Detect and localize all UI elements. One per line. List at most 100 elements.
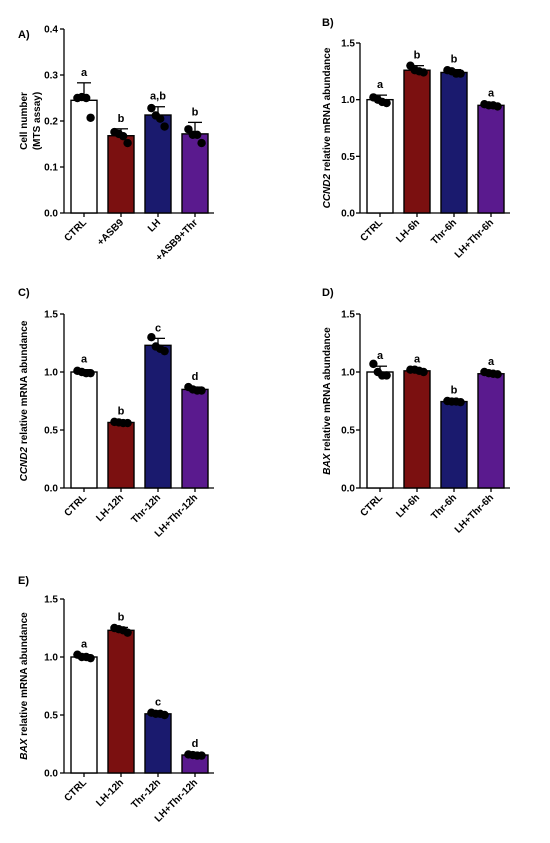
significance-letter: d [192, 738, 199, 750]
category-label: Thr-12h [129, 492, 163, 526]
significance-letter: a [377, 350, 384, 362]
y-tick-label: 1.0 [341, 368, 355, 379]
y-axis-title-gene: CCND2 [322, 174, 333, 209]
category-label: LH+Thr-6h [453, 217, 496, 260]
y-axis-title: BAX relative mRNA abundance [322, 327, 333, 475]
data-point [160, 122, 169, 131]
y-tick-label: 1.0 [44, 653, 58, 664]
y-tick-label: 0.5 [341, 152, 355, 163]
bar [144, 344, 172, 489]
significance-letter: c [155, 322, 161, 334]
y-tick-label: 0.0 [44, 484, 58, 495]
chart-panel-c: C) CCND2 relative mRNA abundance 0.0 0.5 1.0… [18, 287, 214, 540]
category-label: CTRL [62, 777, 89, 804]
y-axis-title-text: relative mRNA abundance [322, 327, 333, 454]
data-point [119, 131, 128, 141]
data-point [123, 138, 132, 148]
data-point [160, 710, 169, 720]
significance-letter: b [118, 405, 125, 417]
category-label: Thr-12h [129, 777, 163, 811]
chart-panel-b: B) CCND2 relative mRNA abundance 0.0 0.5 1.0… [322, 17, 510, 261]
data-point [369, 359, 378, 369]
significance-letter: b [451, 384, 458, 396]
data-point [382, 371, 391, 380]
y-tick-label: 0.3 [44, 71, 58, 82]
significance-letter: d [192, 371, 199, 383]
significance-letter: b [192, 106, 199, 118]
bar [144, 114, 172, 214]
bar [70, 656, 98, 774]
y-axis-title-line: (MTS assay) [32, 92, 43, 150]
y-axis-title-text: relative mRNA abundance [322, 47, 333, 174]
bar [440, 71, 468, 214]
y-axis-title-line: Cell number [19, 92, 30, 150]
panel-label: A) [18, 29, 30, 41]
y-tick-label: 1.5 [341, 39, 355, 50]
y-tick-label: 0.1 [44, 163, 58, 174]
bar [70, 371, 98, 489]
data-point [86, 113, 95, 122]
category-label: CTRL [62, 492, 89, 519]
significance-letter: a [81, 354, 88, 366]
category-label: +ASB9 [95, 217, 126, 248]
y-axis-title: CCND2 relative mRNA abundance [322, 47, 333, 208]
significance-letter: b [118, 611, 125, 623]
data-point [123, 418, 132, 428]
panel-label: B) [322, 17, 334, 29]
y-tick-label: 1.0 [44, 368, 58, 379]
y-axis-title-gene: BAX [322, 452, 333, 474]
bar [440, 400, 468, 489]
data-point [456, 397, 465, 407]
bar [107, 629, 135, 774]
data-point [456, 69, 465, 78]
bar [477, 104, 505, 214]
chart-panel-e: E) BAX relative mRNA abundance 0.0 0.5 1.0 1.… [18, 575, 214, 825]
category-label: LH [146, 217, 163, 234]
data-point [156, 114, 165, 123]
data-point [493, 370, 502, 379]
bar [107, 421, 135, 489]
significance-letter: a [81, 67, 88, 79]
category-label: CTRL [358, 492, 385, 519]
significance-letter: a [488, 356, 495, 368]
chart-panel-d: D) BAX relative mRNA abundance 0.0 0.5 1.0 1.… [322, 287, 510, 536]
data-point [197, 138, 206, 148]
bar [181, 133, 209, 214]
data-point [197, 386, 206, 395]
y-tick-label: 0.0 [341, 209, 355, 220]
data-point [86, 368, 95, 378]
y-axis-title-gene: BAX [19, 737, 30, 759]
y-tick-label: 0.2 [44, 117, 58, 128]
y-tick-label: 0.0 [44, 769, 58, 780]
significance-letter: b [451, 54, 458, 66]
y-axis-title: CCND2 relative mRNA abundance [19, 320, 30, 481]
y-tick-label: 0.0 [44, 209, 58, 220]
y-tick-label: 0.5 [44, 711, 58, 722]
bar [181, 388, 209, 489]
category-label: CTRL [358, 217, 385, 244]
bar [477, 373, 505, 489]
category-label: LH+Thr-6h [453, 492, 496, 535]
significance-letter: c [155, 697, 161, 709]
data-point [197, 751, 206, 760]
y-tick-label: 1.0 [341, 95, 355, 106]
significance-letter: a [488, 88, 495, 100]
bar [366, 371, 394, 489]
data-point [147, 333, 156, 342]
panel-label: D) [322, 287, 334, 299]
bar [366, 98, 394, 214]
bar [107, 135, 135, 214]
data-point [160, 346, 169, 356]
y-tick-label: 1.5 [44, 595, 58, 606]
y-tick-label: 0.0 [341, 484, 355, 495]
significance-letter: a [81, 639, 88, 651]
y-tick-label: 1.5 [341, 310, 355, 321]
significance-letter: b [414, 50, 421, 62]
y-axis-title-text: relative mRNA abundance [19, 612, 30, 739]
data-point [419, 367, 428, 377]
significance-letter: a [414, 354, 421, 366]
category-label: LH-12h [94, 777, 126, 809]
y-axis-title-gene: CCND2 [19, 447, 30, 482]
category-label: CTRL [62, 217, 89, 244]
